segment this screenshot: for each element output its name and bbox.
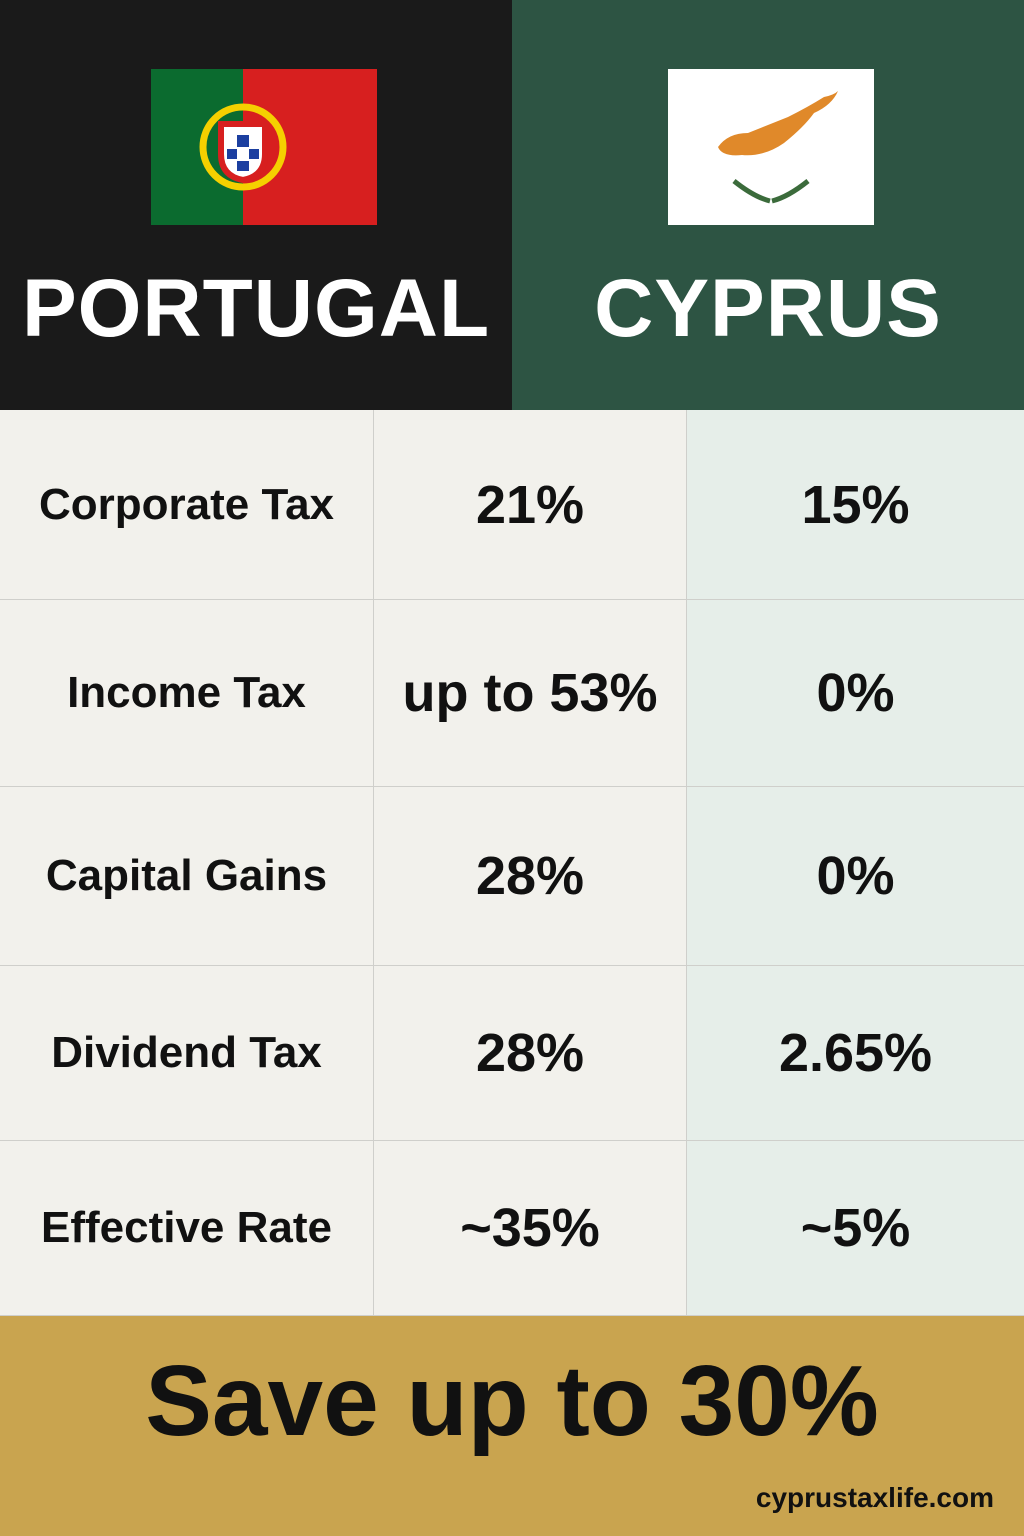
country-name: CYPRUS [594, 263, 942, 354]
cyprus-value: 0% [687, 600, 1024, 786]
cyprus-value: 2.65% [687, 966, 1024, 1140]
country-name: PORTUGAL [21, 263, 491, 354]
row-label: Corporate Tax [0, 410, 374, 599]
portugal-flag [151, 69, 377, 225]
website: cyprustaxlife.com [755, 1482, 994, 1513]
portugal-value: up to 53% [374, 600, 687, 786]
table-row: Corporate Tax 21% 15% [0, 410, 1024, 600]
cyprus-value: ~5% [687, 1141, 1024, 1315]
row-label: Income Tax [0, 600, 374, 786]
row-label: Effective Rate [0, 1141, 374, 1315]
cyprus-header: CYPRUS [512, 0, 1024, 410]
portugal-header: PORTUGAL [0, 0, 512, 410]
cyprus-value: 0% [687, 787, 1024, 965]
row-label: Dividend Tax [0, 966, 374, 1140]
table-row: Effective Rate ~35% ~5% [0, 1141, 1024, 1316]
portugal-value: 28% [374, 787, 687, 965]
table-row: Income Tax up to 53% 0% [0, 600, 1024, 787]
cyprus-flag [668, 69, 874, 225]
portugal-value: 28% [374, 966, 687, 1140]
portugal-value: 21% [374, 410, 687, 599]
table-row: Dividend Tax 28% 2.65% [0, 966, 1024, 1141]
footer: Save up to 30% cyprustaxlife.com [0, 1316, 1024, 1536]
portugal-value: ~35% [374, 1141, 687, 1315]
headline: Save up to 30% [145, 1345, 879, 1457]
comparison-table: Corporate Tax 21% 15% Income Tax up to 53% 0%… [0, 410, 1024, 1316]
table-row: Capital Gains 28% 0% [0, 787, 1024, 966]
row-label: Capital Gains [0, 787, 374, 965]
cyprus-value: 15% [687, 410, 1024, 599]
